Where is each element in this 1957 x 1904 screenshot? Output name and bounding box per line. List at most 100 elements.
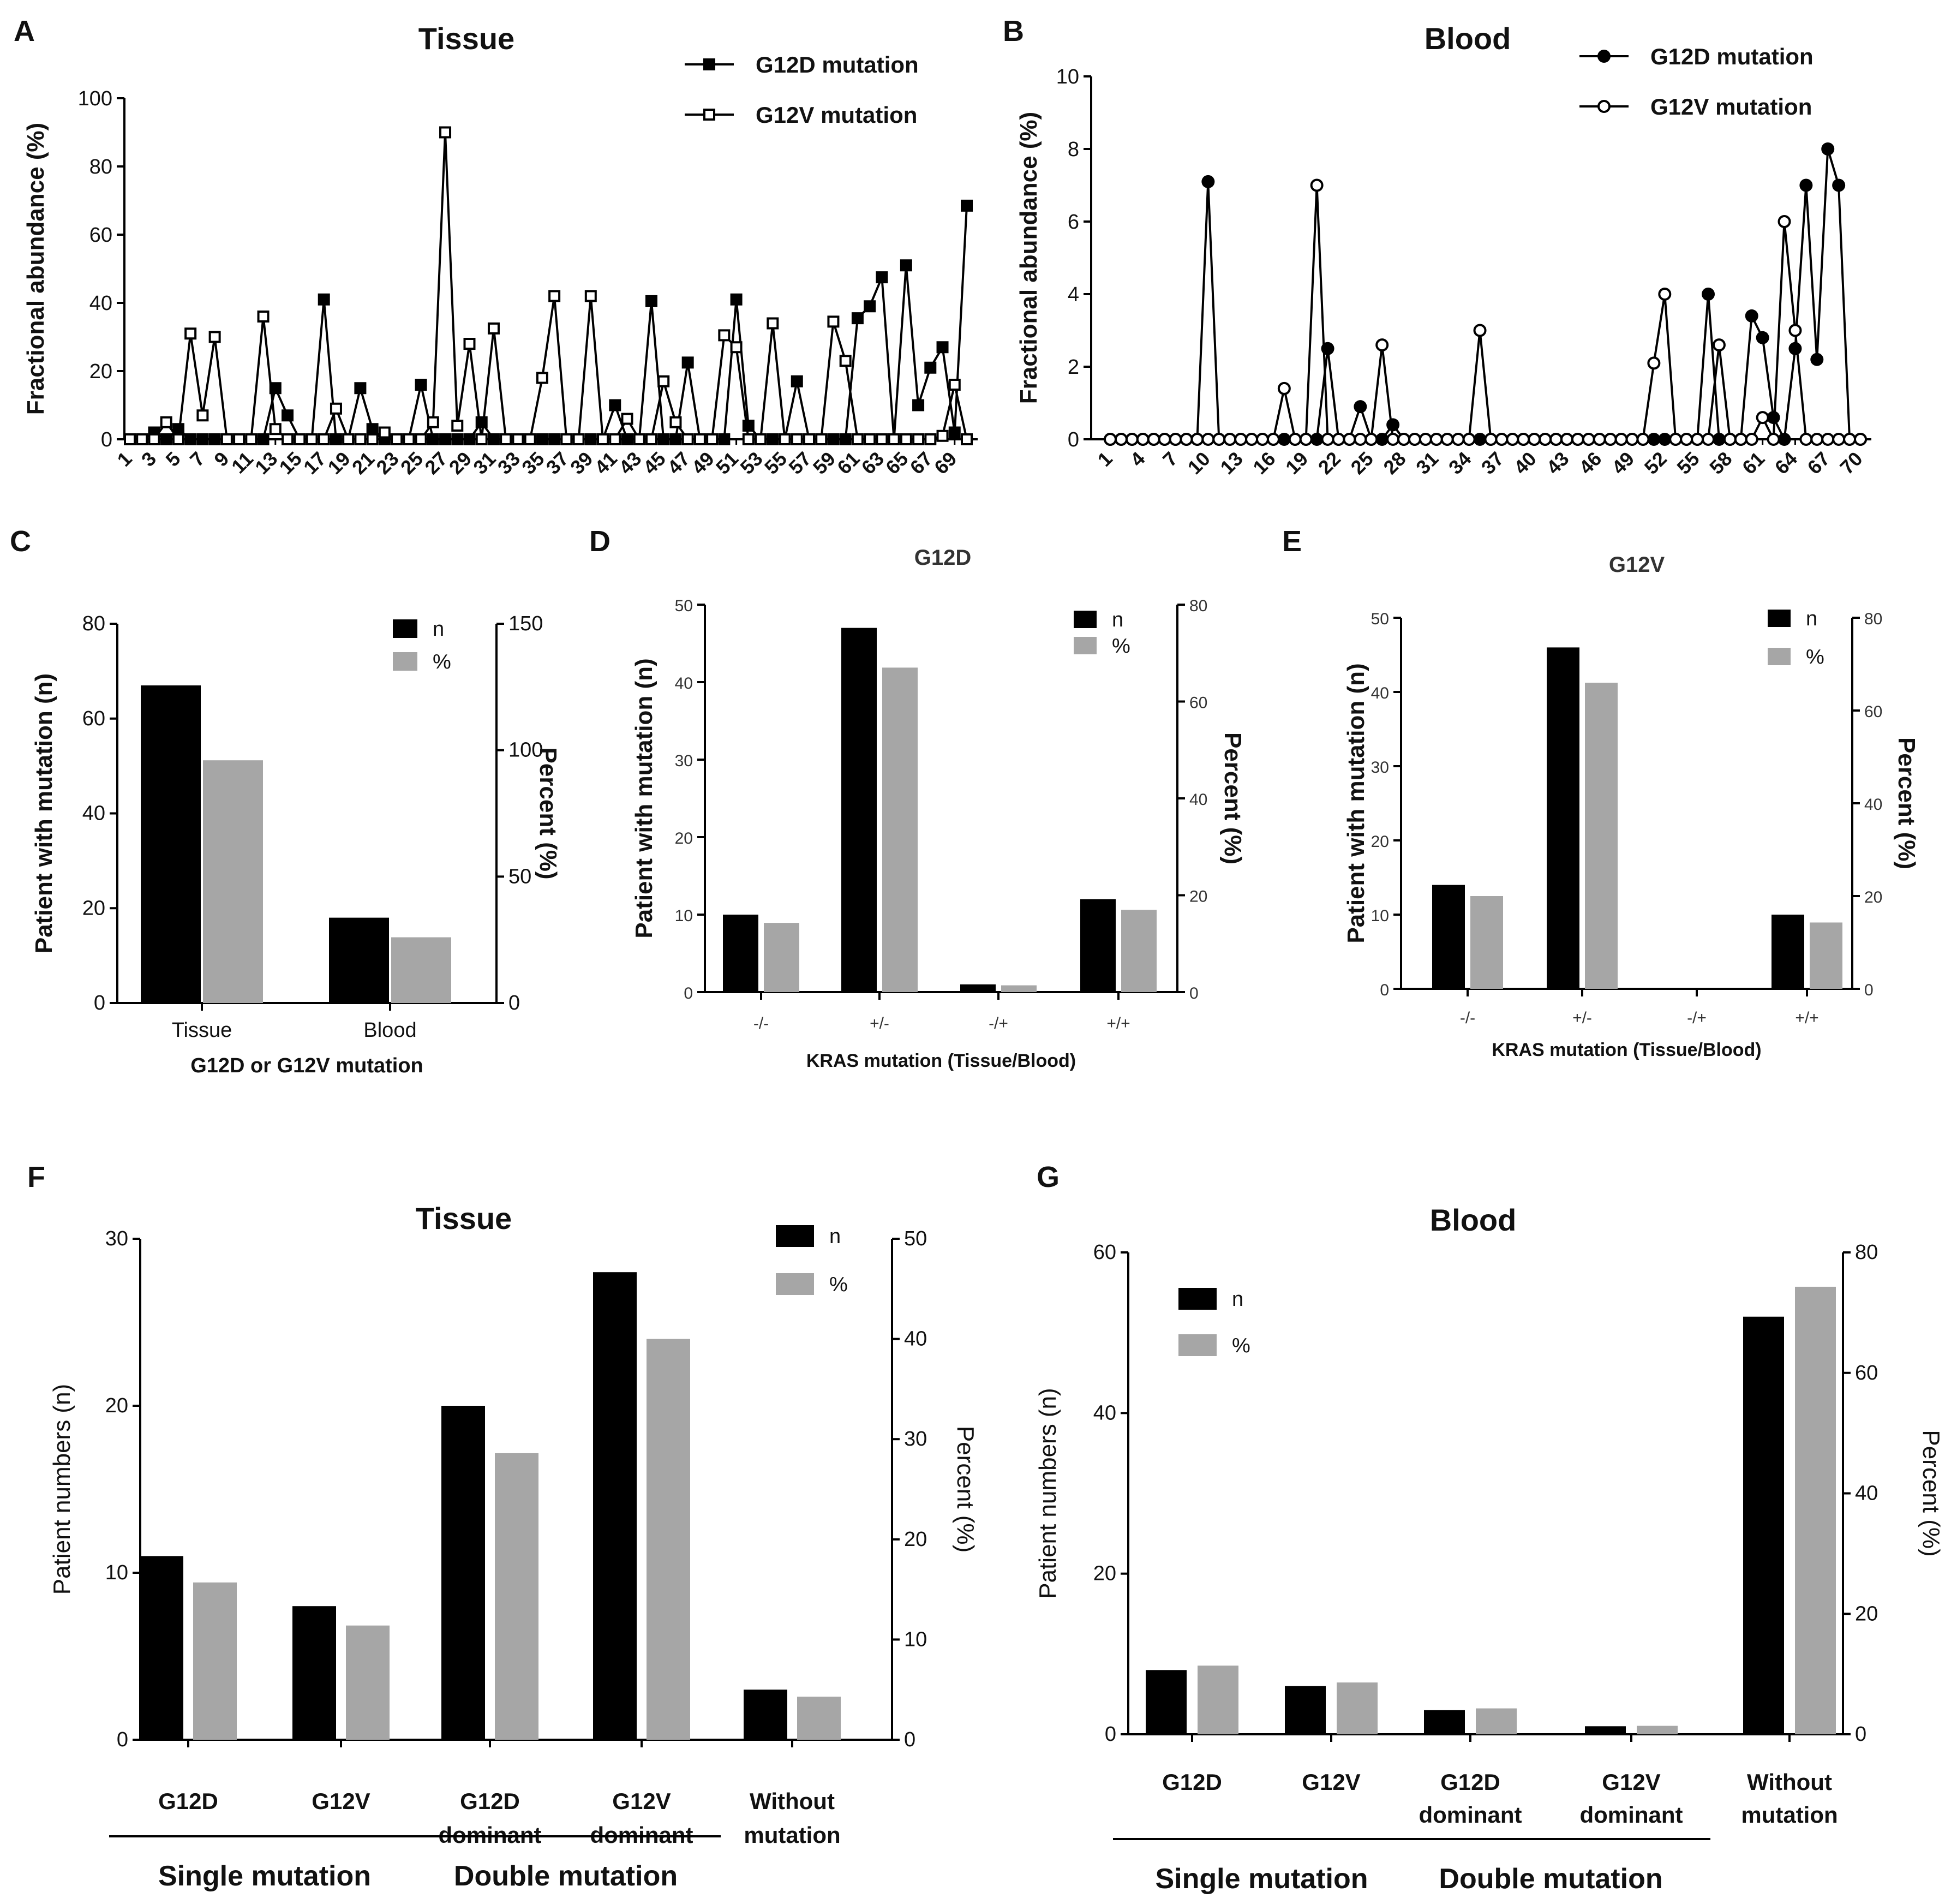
data-point [645,295,657,307]
x-tick-label: 25 [1346,447,1378,479]
legend-label: n [1232,1288,1243,1311]
series-line [130,132,968,443]
data-point [342,433,355,445]
data-point [415,433,427,445]
y-tick-label: 20 [1371,833,1389,851]
y-tick-label: 2 [1068,356,1079,379]
y2-tick-label: 20 [904,1528,927,1551]
data-point [1386,433,1400,446]
x-axis-label: G12D or G12V mutation [190,1054,423,1077]
data-point [1712,338,1726,352]
data-point [1462,433,1476,446]
panel-e-chart: G12V 0 10 20 30 40 50 0 20 40 60 80 Patient with mut… [1343,553,1920,1060]
x-tick-label: 58 [1705,447,1736,479]
data-point [1321,433,1334,446]
x-tick-label: 4 [1126,447,1149,471]
data-point [439,433,452,445]
data-point [172,433,184,445]
panel-letter-e: E [1282,525,1302,558]
category-label: -/- [753,1014,769,1032]
y-tick-label: 0 [684,984,693,1002]
group-label: Double mutation [454,1860,678,1892]
data-point [1582,433,1595,446]
legend-label: G12D mutation [1650,44,1814,69]
y2-tick-label: 0 [1864,981,1874,999]
data-point [948,426,961,439]
category-label: Tissue [172,1019,232,1042]
data-point [196,433,209,445]
bar-percent [346,1625,390,1740]
data-point [233,433,246,445]
data-point [257,433,270,445]
panel-letter-f: F [27,1161,45,1193]
y-tick-label: 40 [675,675,693,693]
y2-tick-label: 20 [1855,1602,1878,1625]
data-point [669,416,682,428]
data-point [330,402,342,415]
x-tick-label: 13 [1216,447,1247,479]
data-point [827,433,840,445]
data-point [427,416,439,428]
data-point [742,420,755,432]
y2-tick-label: 50 [508,865,531,888]
data-point [1756,411,1769,425]
legend-label: G12V mutation [756,102,917,128]
data-point [1473,324,1487,337]
data-point [755,433,767,445]
data-point [1375,338,1389,352]
data-point [681,356,694,369]
data-point [366,433,379,445]
bar-n [1432,885,1465,989]
data-point [294,433,306,445]
data-point [1386,418,1400,432]
x-tick-label: 43 [1542,447,1573,479]
y-tick-label: 0 [1068,428,1079,451]
x-tick-label: 70 [1835,447,1866,479]
y2-tick-label: 0 [508,992,520,1014]
data-point [718,433,731,445]
y-tick-label: 0 [94,992,105,1014]
data-point [1288,433,1302,446]
data-point [657,433,670,445]
y-tick-label: 0 [117,1728,128,1751]
x-tick-label: 52 [1640,447,1671,479]
bar-percent [1476,1708,1517,1734]
category-label: G12D [158,1788,218,1814]
data-point [1767,411,1780,425]
data-point [1832,178,1846,192]
y-tick-label: 10 [1056,65,1079,88]
data-point [245,433,258,445]
data-point [318,293,330,306]
data-point [621,433,633,445]
chart-title: G12V [1609,553,1665,577]
data-point [1451,433,1465,446]
data-point [706,433,719,445]
y2-tick-label: 100 [508,739,543,762]
category-label: -/+ [1687,1009,1707,1027]
data-point [439,126,452,139]
data-point [1495,433,1509,446]
y-tick-label: 20 [82,897,105,920]
bar-n [140,1556,183,1740]
data-point [1212,433,1226,446]
data-point [463,338,476,350]
category-label: -/- [1460,1009,1475,1027]
data-point [851,433,864,445]
data-point [1277,381,1291,395]
data-point [487,322,500,335]
data-point [1506,433,1519,446]
data-point [160,433,172,445]
category-label: G12V [1602,1769,1660,1795]
chart-title: Tissue [418,21,514,56]
y-tick-label: 50 [1371,610,1389,628]
legend-label: G12D mutation [756,52,919,77]
y-tick-label: 80 [82,612,105,635]
data-point [1223,433,1237,446]
data-point [1854,433,1867,446]
data-point [536,372,548,384]
chart-title: Blood [1425,21,1511,56]
bar-n [1080,899,1116,992]
data-point [330,433,342,445]
data-point [693,433,706,445]
data-point [451,433,464,445]
